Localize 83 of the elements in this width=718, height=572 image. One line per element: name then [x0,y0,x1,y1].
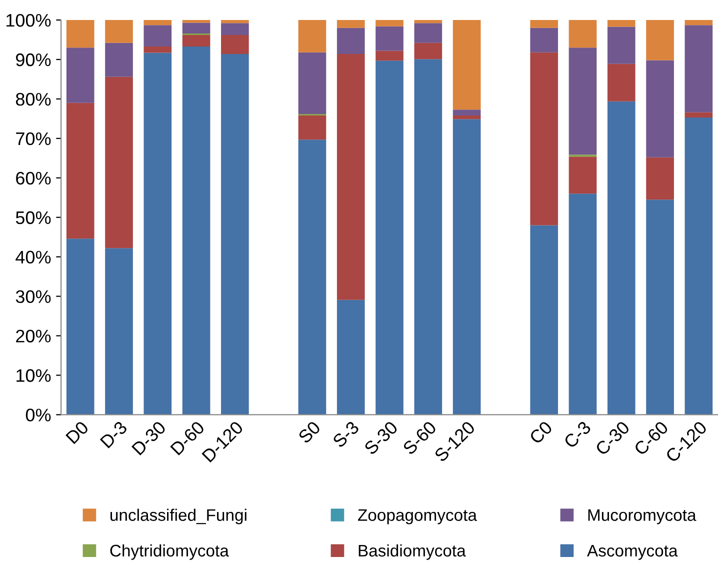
bar [530,225,558,415]
bar [452,110,481,116]
bar [221,35,249,54]
bar [646,60,674,158]
bar [221,20,249,24]
y-tick-label: 100% [6,14,51,27]
bar [66,48,94,103]
bar [336,300,365,415]
bar [221,54,249,415]
y-tick-label: 90% [16,53,51,66]
bar [607,64,636,102]
bar [105,42,133,77]
x-tick-label: D-3 [100,420,128,448]
bar [376,60,404,415]
bar [105,248,133,415]
legend-label: Ascomycota [587,544,678,560]
bar [66,20,94,48]
y-tick-label: 40% [16,250,51,264]
bar [376,26,404,51]
y-tick-label: 20% [16,330,51,342]
x-tick-label: C0 [528,420,553,445]
bar [66,102,94,239]
x-tick-label: S-3 [332,420,360,448]
y-tick-label: 30% [16,290,51,304]
bar [336,28,365,54]
bar [568,156,597,194]
bar [182,46,210,415]
y-tick-label: 10% [16,369,51,382]
bar [336,54,365,300]
bar [684,20,713,26]
bar [646,157,674,200]
bar [66,238,94,415]
bar [414,20,442,24]
bar [568,20,597,48]
bar [414,42,442,60]
bar [646,20,674,60]
bar [182,22,210,34]
y-tick-label: 70% [16,132,51,146]
bar [376,20,404,26]
bar [684,118,713,415]
bar [144,52,172,415]
bar [530,52,558,226]
bar [530,28,558,52]
bar [144,25,172,46]
bar [684,25,713,112]
bar [452,20,481,110]
bar [452,116,481,120]
bar [530,20,558,28]
bar [568,194,597,415]
bar [144,46,172,53]
bar [298,52,326,114]
y-tick-label: 50% [16,211,51,224]
y-tick-label: 60% [16,172,51,185]
legend-label: Zoopagomycota [358,509,477,524]
bar [336,20,365,28]
bar [646,200,674,415]
bar [684,112,713,118]
bar [452,119,481,415]
bar [144,20,172,26]
bar [182,20,210,23]
bar [414,23,442,43]
x-tick-label: D0 [65,420,90,444]
x-tick-label: S0 [298,420,322,444]
bar [221,23,249,36]
y-tick-label: 80% [16,92,51,106]
x-tick-label: C-3 [563,420,592,449]
bar [568,48,597,155]
bar [414,59,442,415]
y-tick-label: 0% [26,408,51,422]
bar [298,140,326,415]
bar [376,50,404,61]
legend-label: unclassified_Fungi [110,508,246,524]
bar [607,20,636,27]
bar [607,101,636,415]
legend-label: Mucoromycota [588,509,696,524]
bar [298,20,326,52]
bar [607,26,636,64]
bar [105,20,133,43]
legend-label: Chytridiomycota [110,544,229,560]
bar [298,116,326,140]
bar [105,76,133,248]
legend-label: Basidiomycota [358,544,466,560]
bar [182,35,210,46]
